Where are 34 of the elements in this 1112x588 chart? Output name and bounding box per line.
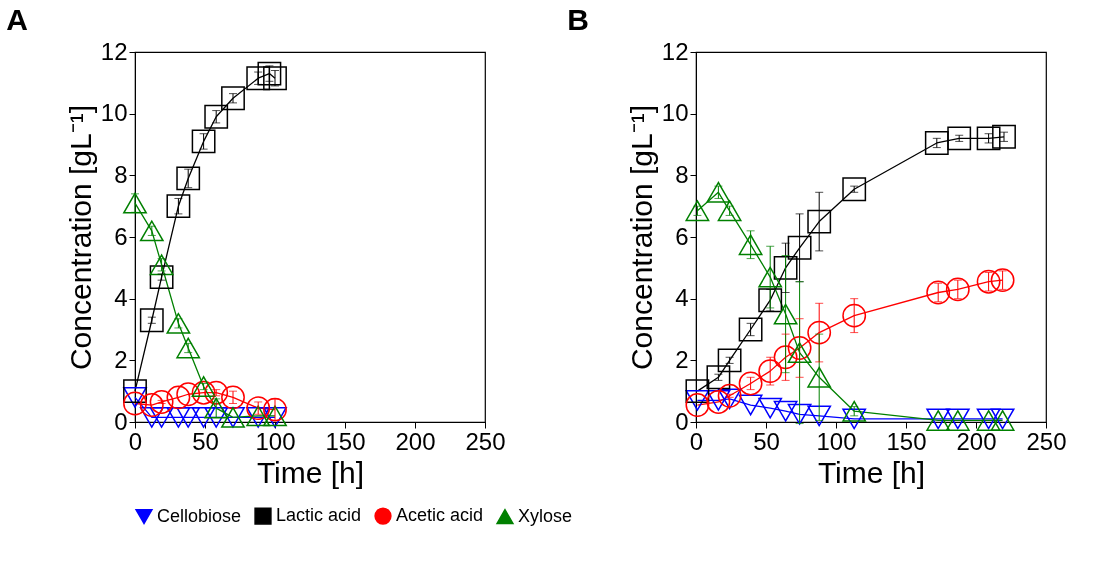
y-tick-label: 2 bbox=[114, 345, 128, 373]
y-axis-title: Concentration [gL⁻¹] bbox=[624, 104, 658, 371]
x-tick-label: 50 bbox=[753, 427, 780, 455]
chart-title: A bbox=[6, 3, 28, 36]
y-tick-label: 0 bbox=[114, 407, 128, 435]
x-tick-label: 100 bbox=[255, 427, 296, 455]
y-axis-title: Concentration [gL⁻¹] bbox=[63, 104, 97, 371]
y-tick-label: 0 bbox=[675, 407, 689, 435]
y-tick-label: 8 bbox=[675, 160, 689, 188]
x-axis-title: Time [h] bbox=[817, 455, 926, 489]
y-tick-label: 4 bbox=[675, 284, 689, 312]
legend-label: Xylose bbox=[518, 505, 573, 526]
y-tick-label: 6 bbox=[675, 222, 689, 250]
y-tick-label: 2 bbox=[675, 345, 689, 373]
x-tick-label: 200 bbox=[395, 427, 436, 455]
y-tick-label: 12 bbox=[661, 37, 689, 65]
legend-label: Lactic acid bbox=[276, 505, 362, 526]
x-tick-label: 200 bbox=[956, 427, 997, 455]
y-tick-label: 6 bbox=[114, 222, 128, 250]
x-tick-label: 150 bbox=[886, 427, 927, 455]
x-tick-label: 150 bbox=[325, 427, 366, 455]
y-tick-label: 8 bbox=[114, 160, 128, 188]
x-tick-label: 100 bbox=[816, 427, 857, 455]
y-tick-label: 12 bbox=[100, 37, 128, 65]
y-tick-label: 4 bbox=[114, 284, 128, 312]
legend-label: Acetic acid bbox=[396, 505, 484, 526]
x-tick-label: 250 bbox=[465, 427, 506, 455]
y-tick-label: 10 bbox=[661, 99, 689, 127]
legend-label: Cellobiose bbox=[157, 505, 242, 526]
x-tick-label: 250 bbox=[1026, 427, 1067, 455]
y-tick-label: 10 bbox=[100, 99, 128, 127]
x-axis-title: Time [h] bbox=[256, 455, 365, 489]
x-tick-label: 50 bbox=[192, 427, 219, 455]
chart-title: B bbox=[567, 3, 589, 36]
